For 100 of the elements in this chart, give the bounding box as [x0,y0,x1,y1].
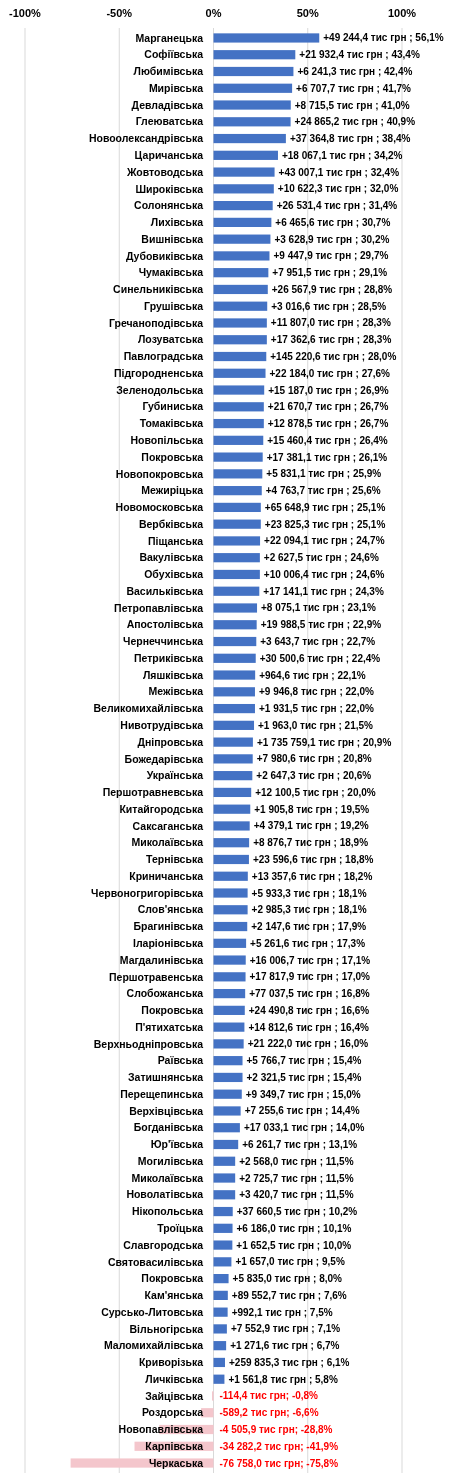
data-label: +43 007,1 тис грн ; 32,4% [278,166,400,178]
y-tick-label: Зайцівська [145,1389,204,1402]
bar [213,1257,232,1267]
data-label: +15 187,0 тис грн ; 26,9% [268,384,389,396]
data-label: +145 220,6 тис грн ; 28,0% [270,351,397,363]
bar [213,955,246,965]
y-tick-label: Магдалинівська [119,953,204,966]
bar [213,737,253,747]
data-label: +7 552,9 тис грн ; 7,1% [230,1323,341,1335]
bar [213,687,255,697]
y-tick-label: Славгородська [123,1238,204,1251]
data-label: +30 500,6 тис грн ; 22,4% [259,652,381,664]
y-tick-label: Грушівська [144,299,204,312]
y-tick-label: Раївська [157,1054,204,1067]
data-label: -4 505,9 тис грн; -28,8% [219,1424,333,1436]
data-label: +2 985,3 тис грн ; 18,1% [251,904,367,916]
bar [213,1240,233,1250]
y-tick-label: Васильківська [126,584,204,597]
y-tick-label: Личківська [145,1372,204,1385]
bar [213,821,250,831]
data-label: +992,1 тис грн ; 7,5% [231,1306,333,1318]
data-label: +1 652,5 тис грн ; 10,0% [236,1239,352,1251]
bar [213,888,248,898]
bar [213,133,286,144]
bar [213,670,256,680]
y-tick-label: Покровська [141,1272,204,1285]
bar [213,150,278,160]
data-label: +21 932,4 тис грн ; 43,4% [299,49,420,61]
y-tick-label: Юр'ївська [150,1138,204,1151]
y-tick-label: Новолатівська [126,1188,204,1201]
bar [213,217,272,227]
y-tick-label: Першотравневська [102,786,204,799]
data-label: +3 420,7 тис грн ; 11,5% [239,1189,354,1201]
bar [201,1408,214,1418]
y-tick-label: Брагинівська [133,920,204,933]
y-tick-label: Чернеччинська [123,635,204,648]
y-tick-label: Новоолександрівська [88,132,204,145]
bar [213,1274,229,1284]
data-label: +2 725,7 тис грн ; 11,5% [239,1172,354,1184]
y-tick-label: Криворізька [138,1356,204,1369]
bar [213,284,268,295]
data-label: +5 933,3 тис грн ; 18,1% [251,887,367,899]
y-tick-label: Могилівська [137,1154,204,1167]
data-label: -76 758,0 тис грн; -75,8% [219,1457,339,1469]
data-label: +16 006,7 тис грн ; 17,1% [249,954,371,966]
y-tick-label: Жовтоводська [125,165,204,178]
y-tick-label: Зеленодольська [116,383,204,396]
data-label: +6 261,7 тис грн ; 13,1% [242,1138,358,1150]
data-label: +77 037,5 тис грн ; 16,8% [249,988,370,1000]
bar [213,720,255,730]
y-tick-label: Губиниська [142,400,204,413]
data-label: +37 660,5 тис грн ; 10,2% [236,1206,358,1218]
bar [213,1324,227,1334]
bar [213,100,291,110]
bar [213,921,248,932]
bar [213,1223,233,1233]
y-tick-label: Новомосковська [115,501,204,514]
data-label: +8 876,7 тис грн ; 18,9% [253,837,369,849]
bar [213,117,291,127]
data-label: +24 490,8 тис грн ; 16,6% [248,1004,370,1016]
y-tick-label: Лозуватська [138,333,204,346]
x-tick-label: 100% [387,7,417,19]
y-tick-label: Верхівцівська [129,1104,204,1117]
y-tick-label: Перещепинська [120,1087,204,1100]
bar [213,1022,245,1032]
bar [213,1341,227,1351]
y-tick-label: Сурсько-Литовська [101,1305,204,1318]
bar [213,184,274,194]
y-tick-label: Криничанська [129,869,204,882]
y-tick-label: Піщанська [147,534,204,547]
y-tick-label: Вишнівська [141,232,204,245]
bar [213,938,247,948]
data-label: +8 715,5 тис грн ; 41,0% [294,99,410,111]
y-tick-label: Гречаноподівська [108,316,204,329]
data-label: +2 321,5 тис грн ; 15,4% [246,1071,362,1083]
y-tick-label: Слобожанська [126,987,204,1000]
bar [213,1123,240,1133]
bar [213,486,262,496]
y-tick-label: Нікопольська [131,1205,204,1218]
y-tick-label: Марганецька [135,31,204,44]
bar [213,1206,233,1217]
y-tick-label: Дубовиківська [125,249,204,262]
data-label: +6 465,6 тис грн ; 30,7% [275,216,391,228]
data-label: +1 561,8 тис грн ; 5,8% [228,1373,338,1385]
bar [213,988,246,999]
bar [213,418,264,429]
data-label: +6 186,0 тис грн ; 10,1% [236,1222,352,1234]
bar [213,335,267,345]
y-tick-label: Затишнянська [128,1071,204,1084]
data-label: +3 628,9 тис грн ; 30,2% [274,233,390,245]
data-label: +2 627,5 тис грн ; 24,6% [263,552,379,564]
y-tick-label: Карпівська [145,1439,204,1452]
bar [213,1307,228,1317]
y-tick-label: Глеюватська [135,115,204,128]
data-label: +1 905,8 тис грн ; 19,5% [254,803,370,815]
y-tick-label: Кам'янська [144,1289,204,1302]
data-label: +259 835,3 тис грн ; 6,1% [229,1356,350,1368]
y-tick-label: Межиріцька [141,484,204,497]
y-tick-label: Черкаська [148,1456,204,1469]
data-label: +22 094,1 тис грн ; 24,7% [264,535,385,547]
